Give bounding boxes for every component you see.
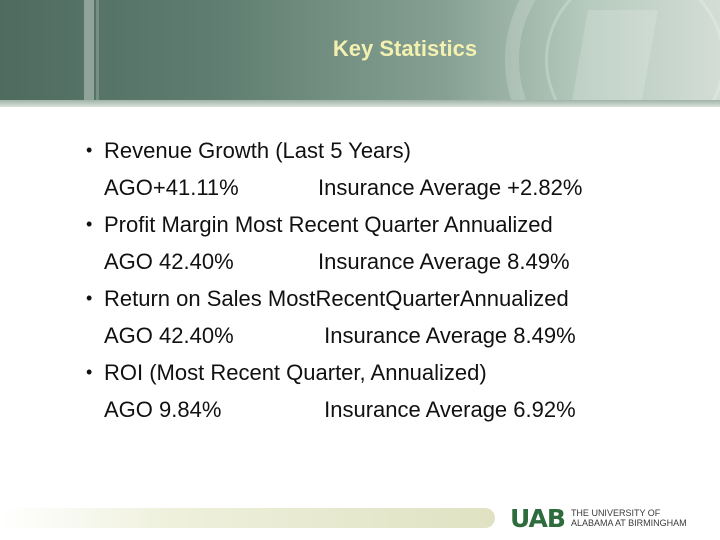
stat-heading: Profit Margin Most Recent Quarter Annual… <box>104 212 553 237</box>
ago-value: AGO 42.40% <box>104 249 234 274</box>
ago-value: AGO+41.11% <box>104 175 239 200</box>
list-item: • Return on Sales MostRecentQuarterAnnua… <box>86 280 696 354</box>
bullet-icon: • <box>86 214 93 234</box>
industry-average: Insurance Average 8.49% <box>318 249 570 274</box>
header-stripe-thin <box>96 0 99 100</box>
industry-average: Insurance Average 6.92% <box>318 397 576 422</box>
stat-values: AGO 42.40% Insurance Average 8.49% <box>104 243 696 280</box>
header-stripe <box>84 0 94 100</box>
header-divider <box>0 100 720 107</box>
logo-line-2: ALABAMA AT BIRMINGHAM <box>570 518 687 528</box>
footer-bar <box>0 508 495 528</box>
uab-logo-icon: UAB <box>510 503 566 533</box>
slide-header: Key Statistics <box>0 0 720 100</box>
slide-title: Key Statistics <box>332 36 478 61</box>
bullet-icon: • <box>86 288 93 308</box>
list-item: • Revenue Growth (Last 5 Years) AGO+41.1… <box>86 132 696 206</box>
stat-heading: Revenue Growth (Last 5 Years) <box>104 138 411 163</box>
list-item: • ROI (Most Recent Quarter, Annualized) … <box>86 354 696 428</box>
bullet-icon: • <box>86 362 93 382</box>
bullet-list: • Revenue Growth (Last 5 Years) AGO+41.1… <box>86 132 696 428</box>
seal-inner-ring <box>545 0 720 100</box>
university-logo: UAB THE UNIVERSITY OF ALABAMA AT BIRMING… <box>510 503 687 533</box>
ago-value: AGO 9.84% <box>104 397 222 422</box>
stat-values: AGO 9.84% Insurance Average 6.92% <box>104 391 696 428</box>
bullet-icon: • <box>86 140 93 160</box>
stat-heading: Return on Sales MostRecentQuarterAnnuali… <box>104 286 569 311</box>
ago-value: AGO 42.40% <box>104 323 234 348</box>
industry-average: Insurance Average +2.82% <box>318 175 583 200</box>
logo-line-1: THE UNIVERSITY OF <box>570 508 661 518</box>
logo-wordmark: THE UNIVERSITY OF ALABAMA AT BIRMINGHAM <box>571 508 687 528</box>
list-item: • Profit Margin Most Recent Quarter Annu… <box>86 206 696 280</box>
stat-heading: ROI (Most Recent Quarter, Annualized) <box>104 360 487 385</box>
industry-average: Insurance Average 8.49% <box>318 323 576 348</box>
stat-values: AGO+41.11% Insurance Average +2.82% <box>104 169 696 206</box>
stat-values: AGO 42.40% Insurance Average 8.49% <box>104 317 696 354</box>
